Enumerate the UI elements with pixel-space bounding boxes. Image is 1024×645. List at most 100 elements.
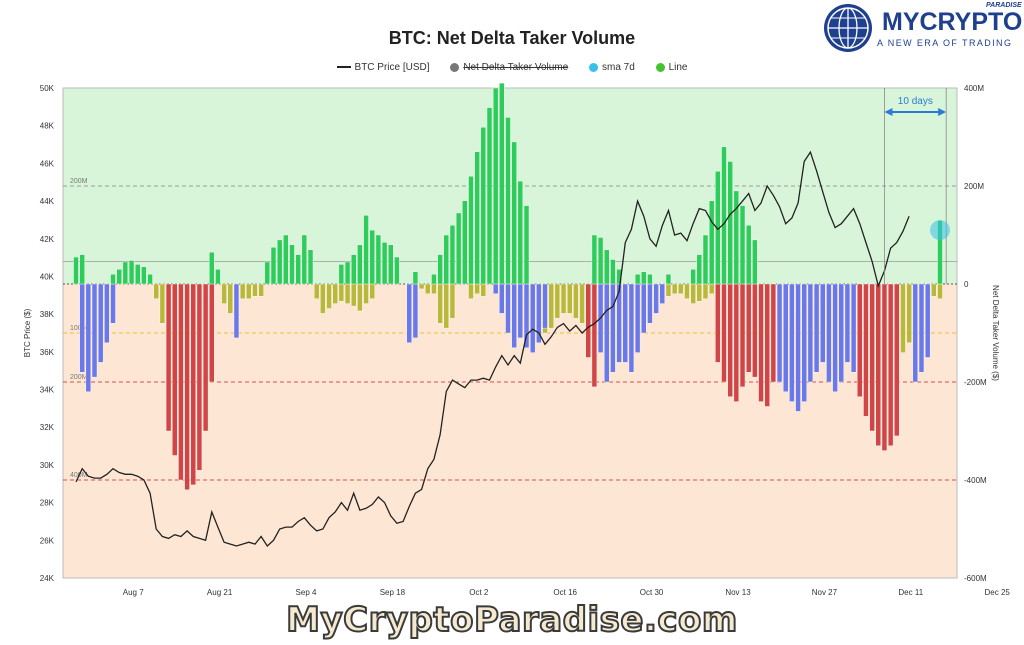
bar-olive — [671, 283, 678, 295]
threshold-label-2: 200M — [70, 374, 88, 381]
bar-blue — [530, 283, 536, 353]
bar-green — [443, 234, 449, 285]
bar-red — [869, 283, 875, 432]
bar-olive — [702, 283, 709, 299]
y-right-tick-label: 200M — [964, 182, 984, 191]
bar-olive — [258, 283, 264, 297]
bar-olive — [351, 283, 357, 307]
bar-olive — [937, 283, 943, 299]
bar-green — [752, 239, 758, 285]
legend-label-ndtv: Net Delta Taker Volume — [463, 62, 569, 73]
bar-blue — [634, 283, 641, 353]
x-tick-label: Oct 2 — [469, 588, 489, 597]
y-left-tick-label: 30K — [40, 461, 55, 470]
bar-green — [449, 224, 456, 285]
y-right-axis-label: Net Delta Taker Volume ($) — [991, 285, 1000, 381]
y-right-tick-label: 400M — [964, 84, 984, 93]
bar-green — [289, 244, 295, 285]
bar-blue — [604, 283, 610, 383]
bar-olive — [474, 283, 480, 295]
legend-item-price[interactable]: BTC Price [USD] — [336, 62, 430, 73]
bar-olive — [338, 283, 345, 302]
bar-olive — [579, 283, 585, 324]
x-tick-label: Dec 11 — [898, 588, 923, 597]
bar-green — [351, 254, 357, 285]
bar-red — [746, 283, 752, 373]
legend-label-sma: sma 7d — [601, 62, 635, 73]
bar-blue — [79, 283, 85, 373]
bar-olive — [227, 283, 233, 314]
bar-olive — [665, 283, 672, 297]
bar-green — [727, 161, 733, 285]
logo-superscript: PARADISE — [986, 2, 1022, 9]
logo-brand: MYCRYPTO — [882, 8, 1023, 36]
bar-blue — [406, 283, 412, 343]
x-tick-label: Nov 27 — [812, 588, 838, 597]
bar-green — [412, 271, 419, 285]
bar-blue — [820, 283, 826, 363]
bar-blue — [517, 283, 524, 339]
bar-red — [863, 283, 869, 417]
y-left-tick-label: 46K — [40, 159, 55, 168]
x-tick-label: Oct 16 — [553, 588, 577, 597]
bar-olive — [690, 283, 696, 304]
logo-tagline: A NEW ERA OF TRADING — [877, 38, 1013, 48]
bar-green — [511, 141, 517, 285]
bar-green — [702, 234, 709, 285]
legend-item-ndtv[interactable]: Net Delta Taker Volume — [450, 62, 568, 73]
x-tick-label: Sep 18 — [380, 588, 406, 597]
bar-green — [283, 234, 289, 285]
btc-price-line — [75, 150, 910, 547]
annotation-label: 10 days — [898, 96, 933, 107]
bar-blue — [918, 283, 925, 373]
bar-blue — [783, 283, 789, 393]
bar-olive — [443, 283, 449, 329]
bar-blue — [505, 283, 511, 334]
bar-red — [715, 283, 721, 363]
bar-green — [523, 205, 530, 285]
bar-blue — [641, 283, 647, 334]
bar-olive — [332, 283, 338, 304]
bar-green — [468, 175, 474, 285]
bar-olive — [468, 283, 474, 299]
bar-green — [634, 274, 641, 285]
bar-olive — [418, 283, 425, 290]
bar-green — [437, 254, 443, 285]
bar-red — [585, 283, 591, 358]
bar-blue — [795, 283, 801, 412]
legend-item-line[interactable]: Line — [655, 62, 687, 73]
y-right-tick-label: -200M — [964, 378, 987, 387]
bar-green — [344, 261, 351, 285]
bar-red — [764, 283, 770, 407]
bar-olive — [560, 283, 567, 314]
bar-olive — [684, 283, 690, 299]
bar-green — [696, 254, 702, 285]
bar-red — [739, 283, 746, 388]
bar-blue — [85, 283, 92, 393]
bar-green — [641, 271, 647, 285]
bar-green — [733, 190, 740, 285]
bar-green — [499, 82, 505, 285]
x-tick-label: Nov 13 — [725, 588, 751, 597]
bar-green — [301, 234, 308, 285]
y-left-tick-label: 34K — [40, 386, 55, 395]
bar-blue — [826, 283, 832, 383]
y-left-tick-label: 42K — [40, 235, 55, 244]
y-right-tick-label: -600M — [964, 574, 987, 583]
legend-item-sma[interactable]: sma 7d — [588, 62, 635, 73]
x-tick-label: Oct 30 — [640, 588, 664, 597]
bar-olive — [252, 283, 258, 297]
bar-red — [209, 283, 215, 383]
bar-red — [721, 283, 727, 383]
bar-green — [388, 244, 394, 285]
y-left-tick-label: 28K — [40, 499, 55, 508]
bar-olive — [567, 283, 573, 314]
bar-olive — [548, 283, 554, 329]
bar-green — [604, 249, 610, 285]
y-left-tick-label: 24K — [40, 574, 55, 583]
bar-olive — [554, 283, 561, 319]
bar-green — [591, 234, 598, 285]
chart-title: BTC: Net Delta Taker Volume — [388, 28, 636, 48]
bar-blue — [647, 283, 653, 324]
bar-blue — [653, 283, 659, 314]
